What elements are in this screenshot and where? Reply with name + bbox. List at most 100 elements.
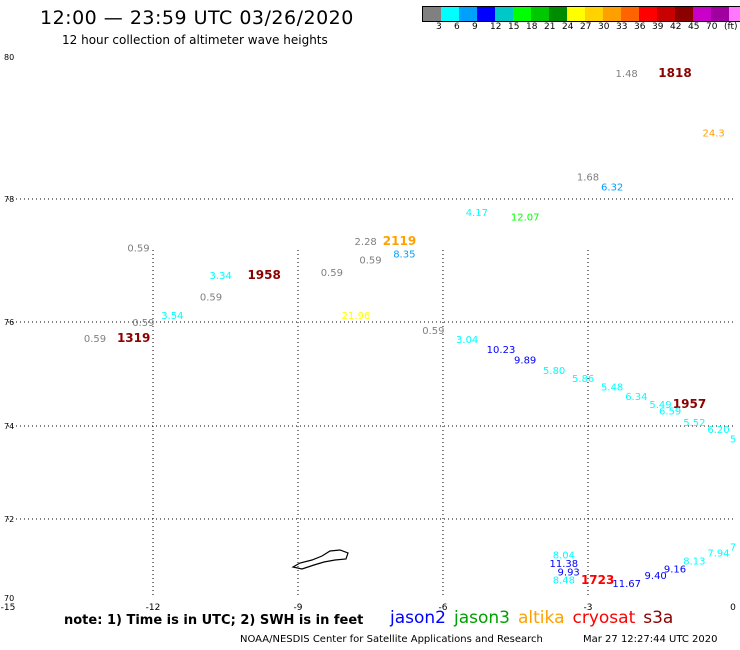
lon-tick-label: -6 (439, 603, 448, 613)
wave-height-label: 5.80 (543, 366, 565, 377)
lon-tick-label: -12 (146, 603, 161, 613)
color-scale-label: (ft) (724, 22, 738, 32)
pass-time-label: 2119 (383, 234, 416, 248)
wave-height-label: 6.34 (625, 392, 647, 403)
color-scale-label: 39 (652, 22, 664, 32)
wave-height-label: 7.94 (707, 549, 729, 560)
color-scale-label: 21 (544, 22, 556, 32)
lat-tick-label: 76 (4, 318, 14, 327)
color-swatch (513, 7, 531, 21)
wave-height-label: 9.93 (558, 567, 580, 578)
lon-tick-label: -15 (1, 603, 16, 613)
wave-height-label: 0.59 (321, 268, 343, 279)
color-scale-label: 12 (490, 22, 502, 32)
color-scale-label: 9 (472, 22, 478, 32)
wave-height-label: 5.48 (601, 383, 623, 394)
lat-tick-label: 74 (4, 422, 14, 431)
wave-height-label: 6.20 (707, 425, 729, 436)
lat-tick-label: 78 (4, 195, 14, 204)
wave-height-label: 0.59 (127, 243, 149, 254)
wave-height-label: 21.96 (342, 311, 371, 322)
wave-height-label: 0.59 (200, 292, 222, 303)
wave-height-label: 11.38 (550, 559, 579, 570)
color-scale-label: 36 (634, 22, 646, 32)
lon-tick-label: -9 (294, 603, 303, 613)
wave-height-label: 11.67 (612, 579, 641, 590)
color-swatch (459, 7, 477, 21)
wave-height-label: 4.17 (466, 208, 488, 219)
legend-item-cryosat: cryosat (572, 608, 636, 628)
color-scale-label: 30 (598, 22, 610, 32)
wave-height-label: 1.48 (616, 69, 638, 80)
color-scale-labels: 3 6 9 12 15 18 21 24 27 30 33 36 39 42 45 70 (ft) (422, 22, 740, 34)
wave-height-label: 8.04 (553, 551, 575, 562)
wave-height-label: 5.52 (683, 418, 705, 429)
legend-item-s3a: s3a (643, 608, 674, 628)
color-swatch (477, 7, 495, 21)
wave-height-label: 8.35 (393, 249, 415, 260)
color-scale-label: 3 (436, 22, 442, 32)
wave-height-label: 8.13 (683, 556, 705, 567)
wave-height-label: 12.07 (511, 213, 540, 224)
island-outline (291, 549, 349, 570)
page-subtitle: 12 hour collection of altimeter wave hei… (62, 33, 328, 47)
color-scale-label: 6 (454, 22, 460, 32)
lat-tick-label: 70 (4, 594, 14, 603)
lon-tick-label: 0 (730, 603, 736, 613)
wave-height-label: 3.54 (161, 311, 183, 322)
color-scale-label: 42 (670, 22, 682, 32)
color-scale-label: 24 (562, 22, 574, 32)
wave-height-label: 24.3 (703, 129, 725, 140)
wave-height-label: 0.59 (422, 326, 444, 337)
wave-height-label: 6.32 (601, 182, 623, 193)
color-swatch (711, 7, 729, 21)
wave-height-label: 3.04 (456, 335, 478, 346)
wave-height-label: 9.16 (664, 564, 686, 575)
color-swatch (495, 7, 513, 21)
color-swatch (603, 7, 621, 21)
footer-timestamp: Mar 27 12:27:44 UTC 2020 (583, 634, 718, 645)
wave-height-label: 9.89 (514, 356, 536, 367)
pass-time-label: 1958 (247, 268, 280, 282)
color-swatch (567, 7, 585, 21)
lat-tick-label: 80 (4, 53, 14, 62)
color-swatch (621, 7, 639, 21)
color-swatch (657, 7, 675, 21)
color-scale-label: 27 (580, 22, 592, 32)
color-swatch (639, 7, 657, 21)
wave-height-label: 0.59 (359, 256, 381, 267)
wave-height-label: 7 (730, 543, 736, 554)
wave-height-label: 5.49 (649, 400, 671, 411)
color-scale-bar (422, 6, 740, 22)
wave-height-label: 5.86 (572, 374, 594, 385)
wave-height-label: 9.40 (645, 571, 667, 582)
color-swatch (675, 7, 693, 21)
wave-height-label: 1.68 (577, 173, 599, 184)
wave-height-label: 2.28 (355, 237, 377, 248)
wave-height-label: 5 (730, 434, 736, 445)
page-title: 12:00 — 23:59 UTC 03/26/2020 (40, 7, 354, 29)
pass-time-label: 1818 (658, 66, 691, 80)
color-scale-label: 70 (706, 22, 718, 32)
pass-time-label: 1957 (673, 397, 706, 411)
wave-height-label: 10.23 (487, 345, 516, 356)
pass-time-label: 1723 (581, 573, 614, 587)
legend-item-jason2: jason2 (390, 608, 446, 628)
color-scale-label: 15 (508, 22, 520, 32)
legend-item-jason3: jason3 (454, 608, 510, 628)
color-swatch (423, 7, 441, 21)
legend-item-altika: altika (518, 608, 565, 628)
color-swatch (693, 7, 711, 21)
wave-height-label: 8.48 (553, 575, 575, 586)
wave-height-label: 0.59 (132, 318, 154, 329)
satellite-legend: jason2 jason3 altika cryosat s3a (390, 608, 681, 628)
color-swatch (585, 7, 603, 21)
wave-height-label: 6.59 (659, 407, 681, 418)
color-swatch (441, 7, 459, 21)
color-scale-label: 18 (526, 22, 538, 32)
color-swatch (729, 7, 740, 21)
color-swatch (531, 7, 549, 21)
lat-tick-label: 72 (4, 515, 14, 524)
color-swatch (549, 7, 567, 21)
